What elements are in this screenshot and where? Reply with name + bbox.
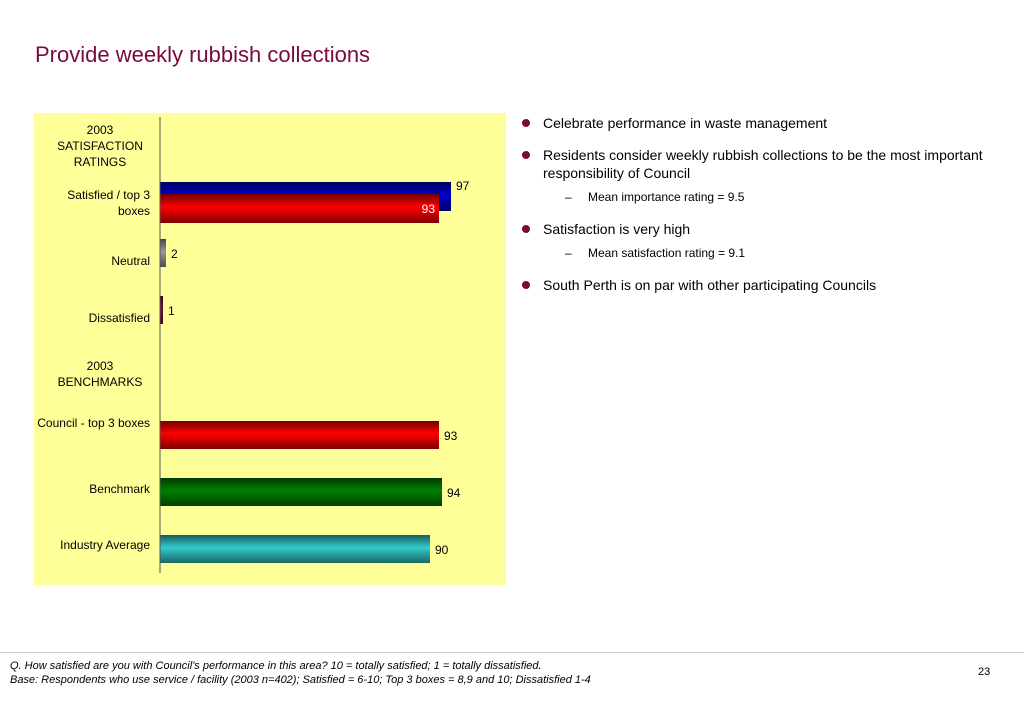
bullet-item: Celebrate performance in waste managemen… bbox=[522, 114, 992, 132]
group-header-satisfaction: 2003 SATISFACTION RATINGS bbox=[25, 122, 175, 170]
sub-bullet: – Mean importance rating = 9.5 bbox=[543, 188, 992, 206]
bar-value-label: 2 bbox=[171, 247, 178, 261]
footnote-base: Base: Respondents who use service / faci… bbox=[10, 674, 591, 686]
sub-bullet-text: Mean satisfaction rating = 9.1 bbox=[588, 246, 746, 260]
bullet-text: South Perth is on par with other partici… bbox=[543, 277, 877, 293]
bullet-dot-icon bbox=[522, 151, 530, 159]
row-label-satisfied: Satisfied / top 3 boxes bbox=[67, 188, 150, 218]
bullet-text: Celebrate performance in waste managemen… bbox=[543, 115, 828, 131]
bar-value-label: 97 bbox=[456, 179, 470, 193]
sub-bullet-text: Mean importance rating = 9.5 bbox=[588, 190, 745, 204]
bullet-item: South Perth is on par with other partici… bbox=[522, 276, 992, 294]
bar-value-label: 90 bbox=[435, 543, 449, 557]
group-header-benchmarks: 2003 BENCHMARKS bbox=[25, 358, 175, 390]
bullet-list: Celebrate performance in waste managemen… bbox=[522, 114, 992, 308]
bar-0-1-0 bbox=[160, 239, 166, 267]
bar-0-2-0 bbox=[160, 296, 163, 324]
bar-0-0-1 bbox=[160, 194, 439, 223]
row-label-council: Council - top 3 boxes bbox=[37, 416, 150, 430]
bullet-item: Satisfaction is very high – Mean satisfa… bbox=[522, 220, 992, 262]
bar-1-2-0 bbox=[160, 535, 430, 563]
footnote-question: Q. How satisfied are you with Council's … bbox=[10, 660, 542, 672]
dash-icon: – bbox=[565, 190, 572, 204]
bar-value-label: 93 bbox=[444, 429, 458, 443]
bullet-dot-icon bbox=[522, 281, 530, 289]
dash-icon: – bbox=[565, 246, 572, 260]
bar-chart: 97 93 2 1 93 94 90 bbox=[159, 117, 470, 573]
bar-value-label: 1 bbox=[168, 304, 175, 318]
bullet-dot-icon bbox=[522, 225, 530, 233]
bar-1-0-0 bbox=[160, 421, 439, 449]
bar-value-label: 93 bbox=[422, 202, 436, 216]
row-label-dissatisfied: Dissatisfied bbox=[88, 311, 150, 325]
bar-value-label: 94 bbox=[447, 486, 461, 500]
group-header-satisfaction-text: 2003 SATISFACTION RATINGS bbox=[57, 123, 143, 169]
page-title: Provide weekly rubbish collections bbox=[35, 42, 371, 67]
bullet-dot-icon bbox=[522, 119, 530, 127]
row-label-industry: Industry Average bbox=[60, 538, 150, 552]
footnote: Q. How satisfied are you with Council's … bbox=[10, 659, 591, 687]
bullet-text: Residents consider weekly rubbish collec… bbox=[543, 147, 983, 181]
bullet-text: Satisfaction is very high bbox=[543, 221, 691, 237]
bullet-item: Residents consider weekly rubbish collec… bbox=[522, 146, 992, 206]
row-label-benchmark: Benchmark bbox=[89, 482, 150, 496]
footer-divider bbox=[0, 652, 1024, 653]
page-number: 23 bbox=[978, 666, 991, 678]
sub-bullet: – Mean satisfaction rating = 9.1 bbox=[543, 244, 992, 262]
chart-panel: 97 93 2 1 93 94 90 2003 SATISFACTION RATINGS S… bbox=[34, 113, 506, 585]
row-label-neutral: Neutral bbox=[111, 254, 150, 268]
group-header-benchmarks-text: 2003 BENCHMARKS bbox=[57, 359, 143, 389]
bar-1-1-0 bbox=[160, 478, 442, 506]
